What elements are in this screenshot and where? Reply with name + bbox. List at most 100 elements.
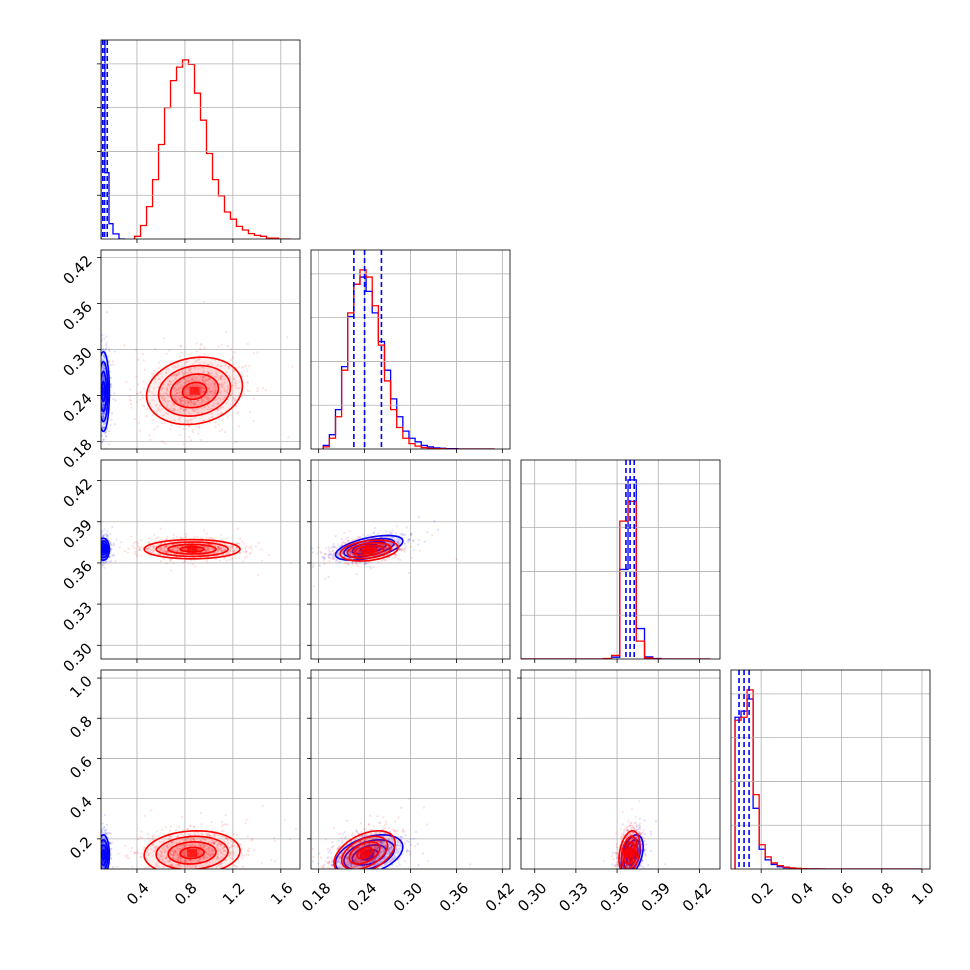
sample-point [189,418,192,421]
sample-point [97,420,99,422]
sample-point [229,558,232,561]
sample-point [136,392,139,395]
sample-point [160,538,164,541]
sample-point [225,537,228,540]
sample-point [97,547,99,549]
sample-point [219,406,222,409]
sample-point [189,403,192,406]
sample-point [216,402,220,405]
sample-point [202,528,205,532]
sample-point [97,540,99,542]
sample-point [106,529,109,533]
sample-point [240,366,244,369]
sample-point [173,398,176,401]
sample-point [197,399,200,402]
sample-point [97,429,99,431]
sample-point [177,371,180,375]
sample-point [133,547,136,550]
sample-point [102,412,106,415]
sample-point [213,398,217,402]
sample-point [267,553,270,557]
sample-point [170,569,173,572]
sample-point [192,374,196,378]
sample-point [210,416,213,419]
sample-point [301,571,303,573]
sample-point [200,386,203,389]
sample-point [190,418,193,421]
sample-point [410,556,413,559]
sample-point [101,441,104,444]
sample-point [238,481,240,483]
sample-point [196,399,199,402]
sample-point [187,386,190,390]
sample-point [201,378,205,381]
sample-point [139,390,142,393]
sample-point [220,533,223,536]
sample-point [94,543,96,545]
sample-point [154,348,157,351]
sample-point [159,409,162,412]
sample-point [95,544,97,546]
sample-point [202,370,205,373]
sample-point [173,398,176,401]
sample-point [201,377,204,380]
sample-point [362,533,365,536]
sample-point [201,391,204,394]
sample-point [193,402,196,405]
sample-point [403,549,406,552]
sample-point [328,559,331,563]
sample-point [188,435,191,439]
sample-point [358,537,362,540]
sample-point [171,395,174,398]
sample-point [164,391,167,394]
sample-point [177,397,181,401]
sample-point [190,367,193,370]
sample-point [199,388,202,391]
sample-point [187,401,190,404]
sample-point [214,388,217,391]
sample-point [160,422,163,425]
sample-point [327,549,330,552]
sample-point [185,387,189,390]
sample-point [250,548,253,551]
sample-point [179,398,182,401]
sample-point [312,585,316,588]
sample-point [190,371,193,374]
sample-point [191,379,194,382]
sample-point [187,419,190,422]
sample-point [129,388,132,391]
sample-point [180,365,184,368]
sample-point [351,561,354,565]
sample-point [102,417,105,420]
sample-point [256,573,260,577]
sample-point [111,526,114,529]
sample-point [224,389,227,393]
sample-point [234,387,238,390]
sample-point [203,353,206,356]
sample-point [98,407,100,409]
sample-point [201,399,204,402]
sample-point [207,418,211,421]
sample-point [179,396,183,400]
sample-point [182,377,185,381]
sample-point [372,531,376,534]
sample-point [329,553,332,556]
sample-point [163,399,166,402]
sample-point [335,566,337,568]
sample-point [401,539,404,542]
sample-point [241,371,244,374]
sample-point [98,354,100,356]
sample-point [95,374,97,376]
density-peak [187,545,198,554]
sample-point [225,371,228,374]
sample-point [151,413,155,416]
sample-point [195,376,198,380]
sample-point [230,394,233,397]
sample-point [216,410,219,413]
scatter-p0-p1-frame [100,249,301,450]
sample-point [128,395,131,398]
sample-point [95,547,97,549]
sample-point [97,548,99,550]
sample-point [103,432,106,435]
sample-point [182,407,186,410]
